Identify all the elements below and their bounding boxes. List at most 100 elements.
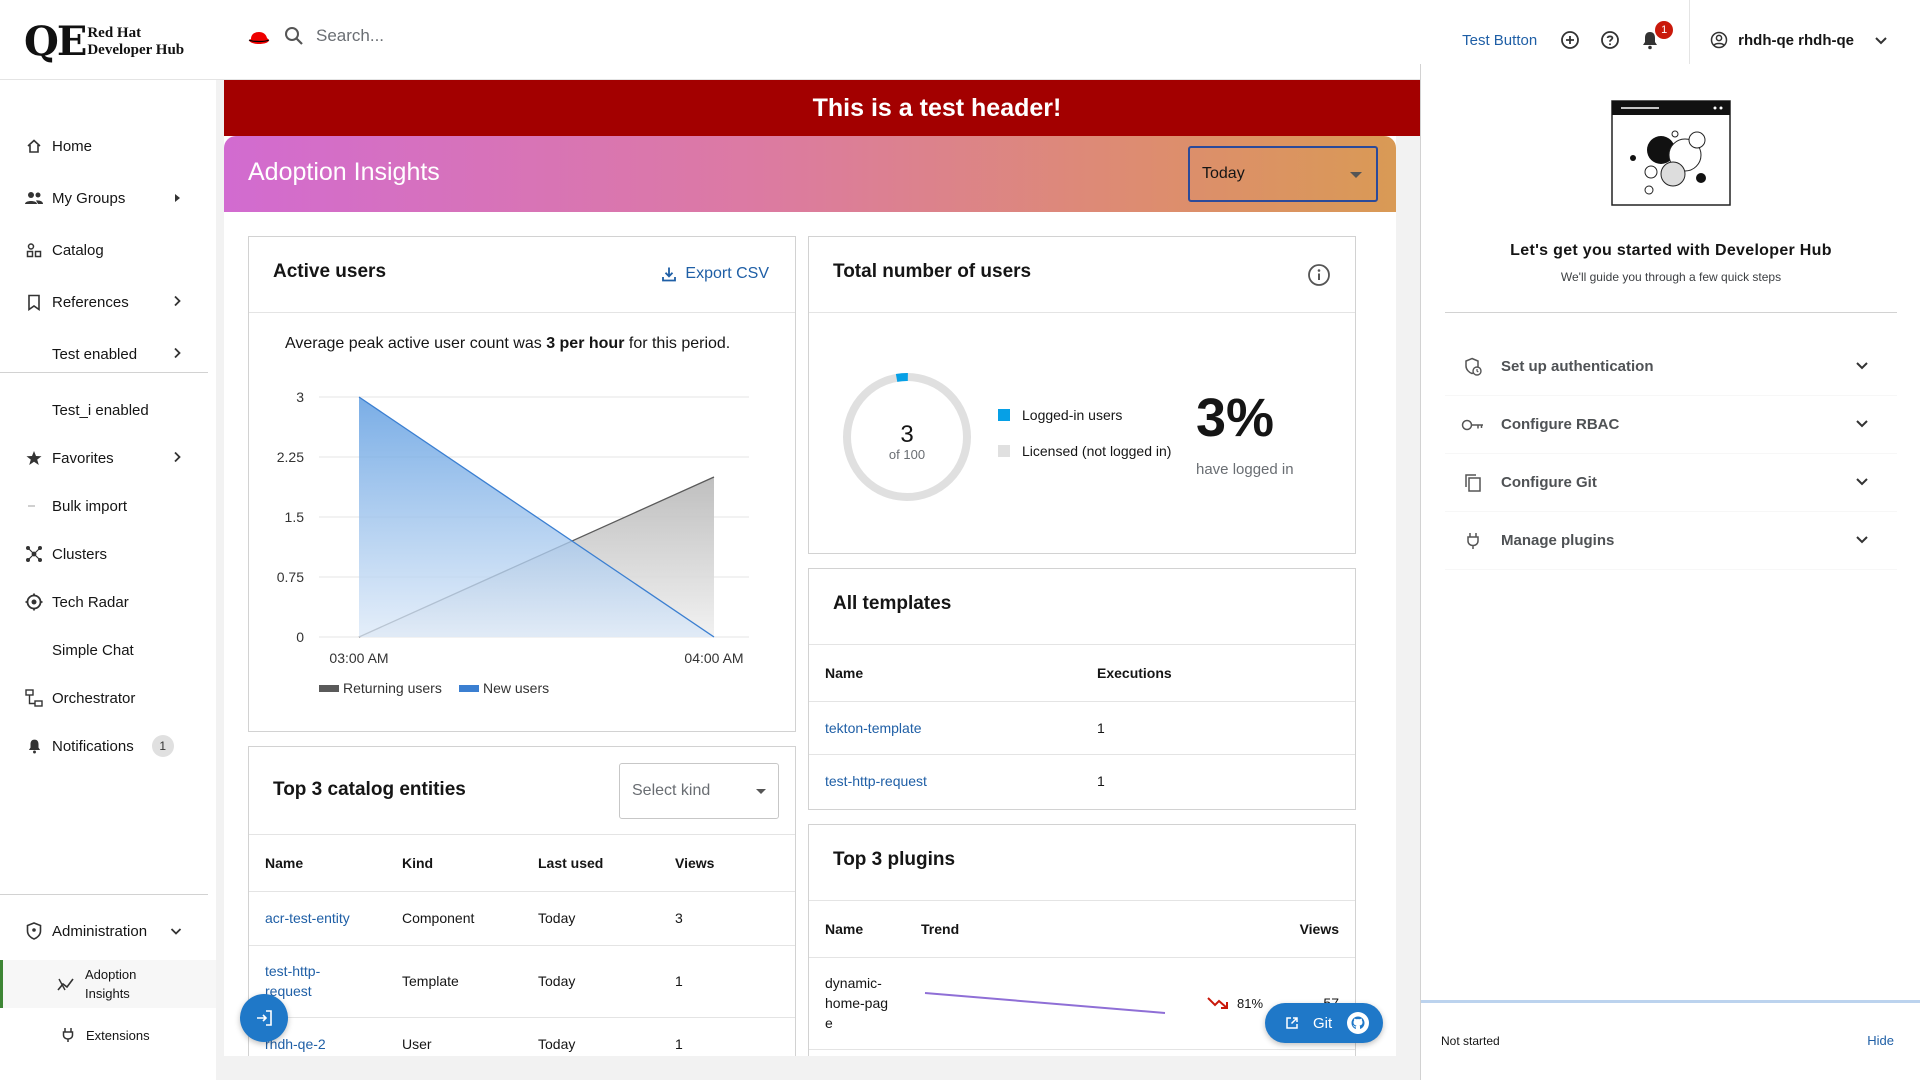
sidebar-subitem-adoption-insights[interactable]: Adoption Insights (0, 960, 216, 1008)
user-menu[interactable]: rhdh-qe rhdh-qe (1710, 31, 1890, 49)
avg-value: 3 per hour (546, 335, 625, 352)
entity-name[interactable]: rhdh-qe-2 (265, 1036, 326, 1052)
git-floating-button[interactable]: Git (1265, 1003, 1383, 1043)
select-kind-dropdown[interactable]: Select kind (619, 763, 779, 819)
period-select[interactable]: Today (1188, 146, 1378, 202)
main-content: Adoption Insights Today Active users Exp… (224, 136, 1396, 1056)
sidebar-item-administration[interactable]: Administration (0, 911, 210, 951)
sidebar-item-my-groups[interactable]: My Groups (0, 178, 210, 218)
entity-kind: User (386, 1017, 522, 1056)
chevron-down-icon (1875, 37, 1887, 45)
external-link-icon (1286, 1017, 1298, 1029)
table-header-row: Name Executions (809, 645, 1355, 702)
legend-label: New users (483, 680, 549, 696)
donut-logged-in-arc (843, 372, 971, 501)
sidebar-item-tech-radar[interactable]: Tech Radar (0, 582, 210, 622)
entity-kind: Component (386, 891, 522, 946)
quickstart-hide-button[interactable]: Hide (1867, 1033, 1894, 1048)
sidebar-item-references[interactable]: References (0, 282, 210, 322)
y-tick-label: 1.5 (285, 509, 305, 525)
template-link[interactable]: tekton-template (809, 701, 1081, 755)
sidebar-item-favorites[interactable]: Favorites (0, 438, 210, 478)
entity-name[interactable]: test-http-request (265, 963, 321, 999)
sidebar-subitem-extensions[interactable]: Extensions (0, 1020, 216, 1050)
group-icon (24, 190, 44, 206)
table-row: dynamic-home-page 81% 57 (809, 957, 1355, 1050)
test-button[interactable]: Test Button (1462, 31, 1538, 49)
entity-last-used: Today (522, 945, 659, 1018)
quickstart-step-rbac[interactable]: Configure RBAC (1445, 396, 1897, 453)
app-logo[interactable]: QE Red Hat Developer Hub (24, 18, 184, 65)
plugin-name-cell: dynamic-home-page (809, 957, 905, 1050)
quickstart-steps: Set up authentication Configure RBAC Con… (1445, 338, 1897, 570)
sidebar-item-test-enabled[interactable]: Test enabled (0, 334, 210, 374)
chevron-right-icon (172, 346, 182, 363)
sidebar-item-test-i-enabled[interactable]: Test_i enabled (0, 390, 210, 430)
sidebar-item-label: Home (52, 137, 93, 155)
open-quickstart-fab[interactable] (240, 994, 288, 1042)
entity-name[interactable]: acr-test-entity (265, 910, 350, 926)
sidebar-item-label: Test_i enabled (52, 401, 149, 419)
notification-count-badge: 1 (1655, 21, 1674, 39)
legend-logged-in: Logged-in users (998, 407, 1171, 423)
quickstart-step-plugins[interactable]: Manage plugins (1445, 512, 1897, 569)
sidebar-item-label: Catalog (52, 241, 104, 259)
plugins-table: Name Trend Views dynamic-home-page 81% 5… (809, 901, 1355, 1050)
top-catalog-entities-card: Top 3 catalog entities Select kind Name … (248, 746, 796, 1056)
trend-down-icon (1207, 997, 1228, 1009)
template-name[interactable]: tekton-template (825, 719, 922, 736)
global-search[interactable]: Search... (284, 26, 384, 46)
copy-icon (1461, 473, 1485, 493)
download-icon (662, 267, 677, 282)
template-name[interactable]: test-http-request (825, 772, 927, 789)
sidebar-item-catalog[interactable]: Catalog (0, 230, 210, 270)
table-row: test-http-request Template Today 1 (249, 945, 795, 1018)
sidebar-item-home[interactable]: Home (0, 126, 210, 166)
column-header: Executions (1081, 645, 1355, 702)
plugin-trend-cell: 81% (905, 957, 1280, 1050)
y-tick-label: 0 (296, 629, 304, 645)
sidebar-item-clusters[interactable]: Clusters (0, 534, 210, 574)
sidebar-item-orchestrator[interactable]: Orchestrator (0, 678, 210, 718)
sidebar-item-label: Orchestrator (52, 689, 136, 707)
card-header: Top 3 catalog entities Select kind (249, 747, 795, 835)
redhat-hat-icon (248, 32, 270, 44)
sidebar-item-label: Notifications (52, 737, 134, 755)
quickstart-divider (1445, 312, 1897, 313)
active-users-card: Active users Export CSV Average peak act… (248, 236, 796, 732)
topbar-divider (1689, 0, 1691, 80)
search-input[interactable]: Search... (316, 26, 385, 45)
card-title: Active users (273, 261, 387, 282)
export-csv-button[interactable]: Export CSV (661, 265, 769, 283)
sidebar-divider (0, 372, 208, 373)
avg-suffix: for this period. (624, 335, 731, 352)
table-row: rhdh-qe-2 User Today 1 (249, 1017, 795, 1056)
trend-percent: 81% (1237, 995, 1264, 1011)
sidebar-item-label: References (52, 293, 129, 311)
entity-views: 1 (659, 945, 795, 1018)
sidebar-item-simple-chat[interactable]: Simple Chat (0, 630, 210, 670)
legend-swatch (459, 685, 479, 692)
sidebar-item-bulk-import[interactable]: Bulk import (0, 486, 210, 526)
top-plugins-card: Top 3 plugins Name Trend Views dynamic-h… (808, 824, 1356, 1056)
info-icon[interactable] (1307, 263, 1331, 287)
sidebar-item-notifications[interactable]: Notifications 1 (0, 726, 210, 766)
notifications-bell-button[interactable]: 1 (1639, 21, 1674, 51)
star-icon (24, 450, 44, 466)
chevron-down-icon (170, 923, 182, 940)
logged-in-caption: have logged in (1196, 461, 1294, 478)
quickstart-step-git[interactable]: Configure Git (1445, 454, 1897, 511)
quickstart-step-authentication[interactable]: Set up authentication (1445, 338, 1897, 395)
avg-prefix: Average peak active user count was (285, 335, 547, 352)
add-icon[interactable] (1559, 29, 1581, 51)
step-label: Set up authentication (1501, 358, 1654, 375)
table-header-row: Name Kind Last used Views (249, 835, 795, 892)
legend-label: Returning users (343, 680, 442, 696)
caret-down-icon (1350, 172, 1362, 178)
entity-link-cell[interactable]: acr-test-entity (249, 891, 386, 946)
shield-icon (24, 922, 44, 940)
card-header: Total number of users (809, 237, 1355, 313)
template-link[interactable]: test-http-request (809, 754, 1081, 807)
help-icon[interactable] (1599, 29, 1621, 51)
executions-cell: 1 (1097, 772, 1105, 789)
